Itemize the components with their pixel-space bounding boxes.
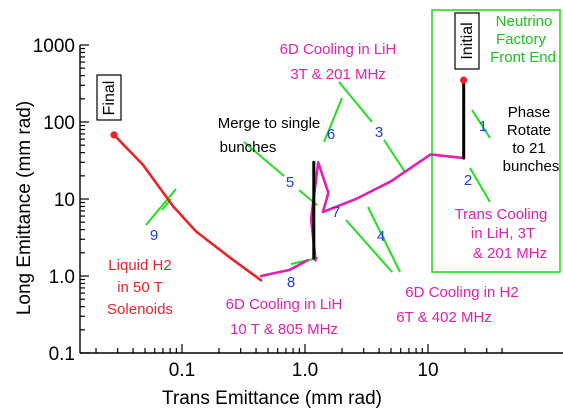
initial-box — [454, 12, 480, 70]
final-label: Final — [96, 74, 122, 121]
series-line-1 — [112, 133, 263, 282]
stage-number: 3 — [375, 124, 383, 141]
annotation-line: 6T & 402 MHz — [396, 309, 492, 326]
annotation-line: 6D Cooling in H2 — [405, 284, 518, 301]
annotation-line: in 50 T — [117, 279, 163, 296]
stage-number: 2 — [464, 172, 472, 189]
annotation-6d-lih-201: 6D Cooling in LiH 3T & 201 MHz — [280, 41, 397, 83]
annotation-front-end: Neutrino Factory Front End — [490, 13, 556, 66]
annotation-line: & 201 MHz — [473, 245, 547, 262]
annotation-line: Solenoids — [107, 301, 173, 318]
annotation-line: 3T & 201 MHz — [290, 66, 386, 83]
annotation-liquid-h2: Liquid H2 in 50 T Solenoids — [107, 257, 173, 318]
x-tick-label: 10 — [417, 360, 438, 381]
stage-number: 1 — [479, 118, 487, 135]
axis-ticks — [80, 44, 503, 354]
x-tick-label: 0.1 — [169, 360, 195, 381]
annotation-line: Phase — [508, 104, 551, 121]
stage-numbers: 1 2 3 4 5 6 7 8 9 — [150, 118, 487, 291]
series-line-2 — [259, 258, 309, 278]
leader-line — [145, 188, 177, 226]
annotation-line: Rotate — [507, 122, 551, 139]
leader-line — [345, 219, 393, 273]
annotation-line: Neutrino — [496, 13, 553, 30]
annotation-line: Liquid H2 — [108, 257, 171, 274]
leader-line — [243, 141, 285, 177]
stage-number: 4 — [377, 228, 385, 245]
stage-number: 9 — [150, 227, 158, 244]
endpoint-dots — [110, 76, 468, 139]
stage-number: 8 — [287, 274, 295, 291]
annotation-phase-rotate: Phase Rotate to 21 bunches — [503, 104, 560, 175]
annotation-line: Front End — [490, 49, 556, 66]
final-text: Final — [101, 81, 118, 116]
front-end-box — [431, 9, 561, 273]
leader-line — [469, 167, 491, 203]
y-tick-label: 1000 — [33, 36, 75, 57]
y-tick-label: 0.1 — [49, 344, 75, 365]
leader-line — [323, 97, 343, 143]
x-tick-label: 1.0 — [292, 360, 318, 381]
annotation-line: to 21 — [512, 140, 545, 157]
y-tick-label: 100 — [43, 113, 75, 134]
annotation-line: bunches — [220, 139, 277, 156]
annotation-trans-cooling: Trans Cooling in LiH, 3T & 201 MHz — [455, 206, 548, 262]
annotation-6d-lih-805: 6D Cooling in LiH 10 T & 805 MHz — [226, 296, 343, 338]
curves — [112, 78, 466, 282]
x-axis-label: Trans Emittance (mm rad) — [162, 388, 382, 409]
leader-line — [383, 139, 406, 173]
leader-line — [338, 81, 373, 123]
stage-number: 5 — [286, 174, 294, 191]
stage-number: 7 — [332, 204, 340, 221]
endpoint-marker-2 — [460, 76, 468, 84]
annotation-line: 6D Cooling in LiH — [280, 41, 397, 58]
annotation-line: Trans Cooling — [455, 206, 548, 223]
initial-label: Initial — [454, 12, 480, 70]
annotation-6d-h2: 6D Cooling in H2 6T & 402 MHz — [396, 284, 519, 326]
series-line-4 — [321, 153, 466, 214]
leader-lines — [145, 81, 491, 273]
leader-line — [471, 109, 491, 139]
annotation-line: Merge to single — [218, 115, 321, 132]
y-axis-label: Long Emittance (mm rad) — [14, 101, 35, 315]
final-box — [96, 74, 122, 121]
leader-line — [367, 206, 401, 273]
annotation-merge: Merge to single bunches — [218, 115, 321, 156]
y-tick-label: 10 — [54, 190, 75, 211]
initial-text: Initial — [459, 22, 476, 59]
annotation-line: 10 T & 805 MHz — [230, 321, 338, 338]
annotation-line: bunches — [503, 158, 560, 175]
endpoint-marker-1 — [110, 131, 118, 139]
annotation-line: Factory — [496, 31, 547, 48]
annotation-line: 6D Cooling in LiH — [226, 296, 343, 313]
stage-number: 6 — [327, 126, 335, 143]
y-tick-label: 1.0 — [49, 267, 75, 288]
annotation-line: in LiH, 3T — [471, 225, 535, 242]
